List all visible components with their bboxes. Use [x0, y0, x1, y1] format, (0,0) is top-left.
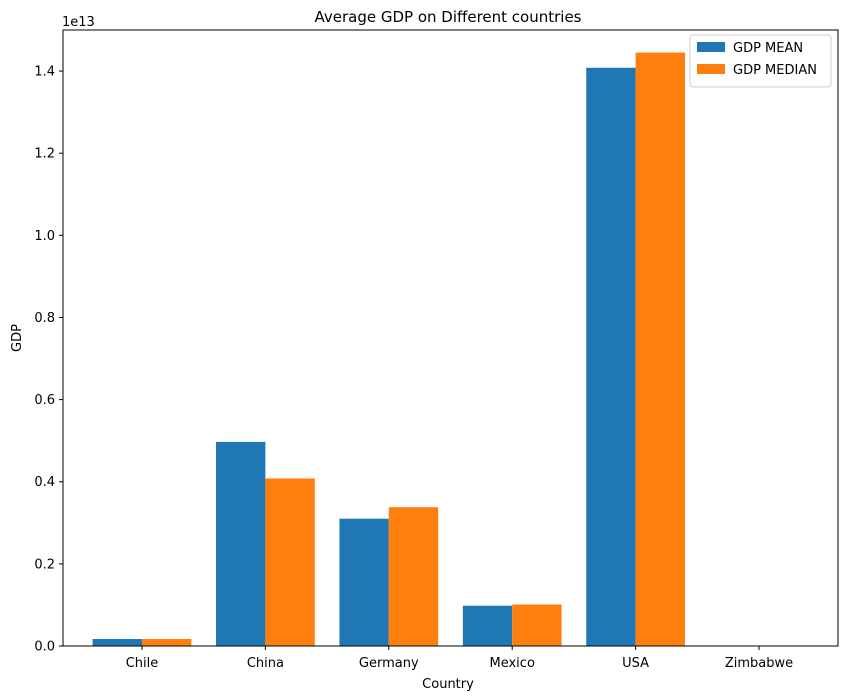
x-tick-label: USA — [622, 656, 649, 671]
x-tick-label: China — [247, 656, 284, 671]
y-axis-offset-label: 1e13 — [62, 15, 95, 30]
x-axis-label: Country — [422, 677, 474, 692]
chart-title: Average GDP on Different countries — [314, 8, 581, 26]
legend: GDP MEAN GDP MEDIAN — [689, 34, 832, 88]
y-tick-label: 0.0 — [34, 640, 55, 655]
bar-gdp-median-germany — [388, 507, 439, 646]
x-tick-label: Chile — [126, 656, 159, 671]
bar-gdp-mean-china — [216, 441, 266, 646]
x-tick-label: Mexico — [490, 656, 535, 671]
bar-gdp-mean-chile — [92, 639, 142, 646]
bar-gdp-mean-usa — [586, 67, 636, 647]
y-ticks-group: 0.0 0.2 0.4 0.6 0.8 1.0 1.2 1.4 — [34, 65, 63, 655]
y-tick-label: 0.4 — [34, 475, 55, 490]
x-tick-label: Zimbabwe — [725, 656, 793, 671]
bars-group — [92, 52, 809, 647]
y-axis-label: GDP — [10, 324, 25, 352]
legend-label: GDP MEAN — [733, 41, 803, 56]
legend-label: GDP MEDIAN — [733, 63, 817, 78]
y-tick-label: 1.2 — [34, 147, 55, 162]
legend-box — [689, 34, 832, 88]
legend-swatch — [697, 42, 725, 52]
legend-swatch — [697, 64, 725, 74]
bar-gdp-median-chile — [141, 639, 192, 646]
x-ticks-group: Chile China Germany Mexico USA Zimbabwe — [126, 646, 793, 671]
bar-gdp-median-mexico — [512, 604, 562, 646]
y-tick-label: 1.0 — [34, 229, 55, 244]
x-tick-label: Germany — [359, 656, 419, 671]
y-tick-label: 0.6 — [34, 393, 55, 408]
y-tick-label: 0.2 — [34, 557, 55, 572]
plot-frame — [62, 29, 839, 647]
bar-gdp-mean-germany — [339, 518, 389, 646]
y-tick-label: 0.8 — [34, 311, 55, 326]
bar-gdp-median-usa — [635, 52, 685, 646]
bar-gdp-mean-mexico — [462, 605, 513, 646]
y-tick-label: 1.4 — [34, 65, 55, 80]
bar-gdp-median-china — [265, 478, 315, 646]
